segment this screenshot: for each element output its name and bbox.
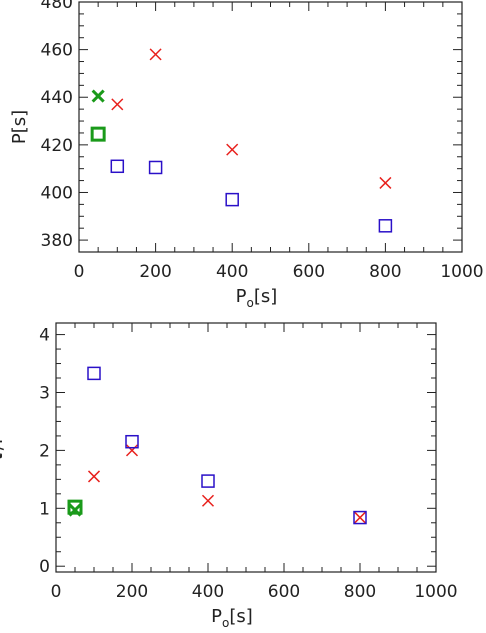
y-tick-label: 3 xyxy=(39,383,50,403)
cross-marker xyxy=(111,98,124,111)
x-tick-label: 400 xyxy=(216,262,248,282)
y-tick-label: 0 xyxy=(39,557,50,577)
cross-marker xyxy=(201,494,215,507)
x-tick-label: 1000 xyxy=(414,582,457,602)
cross-marker xyxy=(226,143,239,156)
y-tick-label: 4 xyxy=(39,326,50,346)
cross-marker xyxy=(353,511,367,524)
y-axis-label: τ/P xyxy=(0,433,7,462)
x-tick-label: 600 xyxy=(268,582,300,602)
panel-top-period: 0 200 400 600 800 1000 380 400 420 440 460 480 Po[s]… xyxy=(9,0,484,310)
square-marker xyxy=(148,160,163,175)
cross-marker xyxy=(379,176,392,189)
y-axis-label: P[s] xyxy=(9,110,30,144)
x-tick-label: 400 xyxy=(192,582,224,602)
x-tick-label: 200 xyxy=(116,582,148,602)
x-axis-label: Po[s] xyxy=(211,606,253,630)
x-tick-label: 800 xyxy=(369,262,401,282)
square-marker xyxy=(353,510,367,525)
y-tick-label: 1 xyxy=(39,499,50,519)
y-tick-label: 440 xyxy=(41,88,73,108)
cross-marker xyxy=(91,89,105,103)
cross-marker xyxy=(125,444,139,457)
square-marker xyxy=(225,192,239,207)
plot-frame xyxy=(78,1,463,253)
y-tick-label: 420 xyxy=(41,136,73,156)
square-marker xyxy=(378,219,393,233)
x-tick-label: 600 xyxy=(293,262,325,282)
panel-bottom-damping: 0 200 400 600 800 1000 0 1 2 3 4 Po[s] τ/P xyxy=(0,322,458,630)
x-axis-label: Po[s] xyxy=(236,286,278,310)
y-tick-label: 480 xyxy=(41,0,73,13)
cross-marker xyxy=(87,470,101,483)
square-marker xyxy=(87,366,101,381)
x-tick-label: 200 xyxy=(139,262,171,282)
square-marker xyxy=(67,499,83,515)
y-tick-label: 400 xyxy=(41,183,73,203)
x-tick-label: 0 xyxy=(51,582,62,602)
square-marker xyxy=(201,474,215,488)
square-marker xyxy=(90,126,106,142)
x-tick-label: 0 xyxy=(74,262,85,282)
cross-marker xyxy=(149,48,162,61)
y-tick-label: 380 xyxy=(41,231,73,251)
y-tick-label: 2 xyxy=(39,441,50,461)
square-marker xyxy=(110,159,125,174)
x-tick-label: 800 xyxy=(344,582,376,602)
x-tick-label: 1000 xyxy=(440,262,483,282)
y-tick-label: 460 xyxy=(41,41,73,61)
plot-frame xyxy=(55,322,437,573)
square-marker xyxy=(125,434,139,449)
